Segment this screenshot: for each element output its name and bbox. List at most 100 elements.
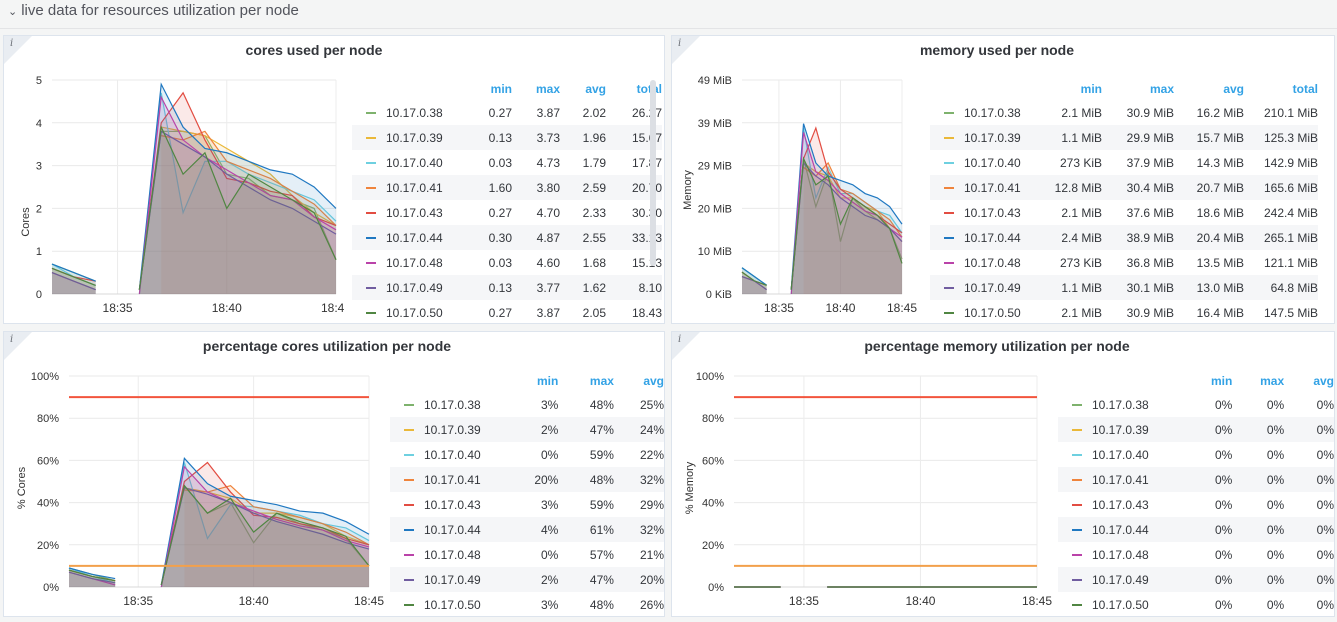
series-swatch[interactable] [1072,554,1082,557]
panel-info-corner[interactable] [672,332,700,360]
series-name[interactable]: 10.17.0.44 [1092,522,1149,537]
legend-row[interactable]: 10.17.0.50 2.1 MiB 30.9 MiB 16.4 MiB 147.5 M… [930,300,1318,325]
legend-row[interactable]: 10.17.0.38 2.1 MiB 30.9 MiB 16.2 MiB 210.1 M… [930,100,1318,125]
series-swatch[interactable] [944,187,954,190]
series-swatch[interactable] [944,262,954,265]
legend-row[interactable]: 10.17.0.38 3% 48% 25% [390,392,664,417]
series-name[interactable]: 10.17.0.39 [1092,422,1149,437]
legend-series-cell[interactable]: 10.17.0.44 [930,225,1040,250]
series-swatch[interactable] [366,312,376,315]
series-name[interactable]: 10.17.0.48 [1092,547,1149,562]
legend-row[interactable]: 10.17.0.49 2% 47% 20% [390,567,664,592]
legend-header-max[interactable]: max [1260,374,1285,388]
legend-row[interactable]: 10.17.0.39 0% 0% 0% [1058,417,1334,442]
series-swatch[interactable] [1072,479,1082,482]
legend-row[interactable]: 10.17.0.44 0% 0% 0% [1058,517,1334,542]
series-name[interactable]: 10.17.0.38 [424,397,481,412]
legend-header-min[interactable]: min [490,82,512,96]
legend-series-cell[interactable]: 10.17.0.49 [930,275,1040,300]
series-swatch[interactable] [1072,454,1082,457]
series-name[interactable]: 10.17.0.40 [386,155,443,170]
series-swatch[interactable] [1072,504,1082,507]
legend-series-cell[interactable]: 10.17.0.49 [352,275,462,300]
legend-series-cell[interactable]: 10.17.0.40 [352,150,462,175]
legend-series-cell[interactable]: 10.17.0.43 [930,200,1040,225]
series-name[interactable]: 10.17.0.48 [424,547,481,562]
info-icon[interactable]: i [678,38,682,49]
legend-row[interactable]: 10.17.0.41 1.60 3.80 2.59 20.70 [352,175,662,200]
info-icon[interactable]: i [10,334,14,345]
series-name[interactable]: 10.17.0.38 [386,105,443,120]
series-name[interactable]: 10.17.0.43 [964,205,1021,220]
legend-header-avg[interactable]: avg [1223,82,1244,96]
series-name[interactable]: 10.17.0.50 [964,305,1021,320]
series-name[interactable]: 10.17.0.43 [386,205,443,220]
legend-series-cell[interactable]: 10.17.0.49 [390,567,497,592]
legend-row[interactable]: 10.17.0.48 0% 57% 21% [390,542,664,567]
series-swatch[interactable] [944,112,954,115]
series-swatch[interactable] [366,137,376,140]
legend-series-cell[interactable]: 10.17.0.41 [390,467,497,492]
series-name[interactable]: 10.17.0.40 [964,155,1021,170]
series-name[interactable]: 10.17.0.41 [386,180,443,195]
legend-row[interactable]: 10.17.0.48 273 KiB 36.8 MiB 13.5 MiB 121.1 M… [930,250,1318,275]
legend-row[interactable]: 10.17.0.50 0.27 3.87 2.05 18.43 [352,300,662,325]
series-name[interactable]: 10.17.0.44 [424,522,481,537]
series-name[interactable]: 10.17.0.50 [1092,597,1149,612]
series-swatch[interactable] [944,237,954,240]
info-icon[interactable]: i [678,334,682,345]
legend-row[interactable]: 10.17.0.49 1.1 MiB 30.1 MiB 13.0 MiB 64.8 Mi… [930,275,1318,300]
legend-row[interactable]: 10.17.0.44 0.30 4.87 2.55 33.13 [352,225,662,250]
legend-series-cell[interactable]: 10.17.0.44 [352,225,462,250]
legend-row[interactable]: 10.17.0.48 0% 0% 0% [1058,542,1334,567]
series-swatch[interactable] [366,237,376,240]
legend-row[interactable]: 10.17.0.39 1.1 MiB 29.9 MiB 15.7 MiB 125.3 M… [930,125,1318,150]
series-swatch[interactable] [404,604,414,607]
series-name[interactable]: 10.17.0.50 [386,305,443,320]
legend-row[interactable]: 10.17.0.44 2.4 MiB 38.9 MiB 20.4 MiB 265.1 M… [930,225,1318,250]
series-swatch[interactable] [944,212,954,215]
series-name[interactable]: 10.17.0.49 [424,572,481,587]
series-name[interactable]: 10.17.0.38 [1092,397,1149,412]
series-name[interactable]: 10.17.0.43 [1092,497,1149,512]
chart-percentage-cores[interactable]: 0% 20% 40% 60% 80% 100% 18:35 18:40 18:45 [24,362,394,622]
legend-series-cell[interactable]: 10.17.0.40 [1058,442,1168,467]
legend-row[interactable]: 10.17.0.43 2.1 MiB 37.6 MiB 18.6 MiB 242.4 M… [930,200,1318,225]
series-name[interactable]: 10.17.0.49 [386,280,443,295]
series-swatch[interactable] [404,504,414,507]
series-swatch[interactable] [404,429,414,432]
legend-row[interactable]: 10.17.0.39 2% 47% 24% [390,417,664,442]
series-name[interactable]: 10.17.0.40 [424,447,481,462]
legend-row[interactable]: 10.17.0.49 0.13 3.77 1.62 8.10 [352,275,662,300]
legend-header-avg[interactable]: avg [643,374,664,388]
legend-series-cell[interactable]: 10.17.0.43 [390,492,496,517]
legend-header-max[interactable]: max [535,82,560,96]
series-swatch[interactable] [366,287,376,290]
series-name[interactable]: 10.17.0.41 [1092,472,1149,487]
legend-header-total[interactable]: total [1292,82,1318,96]
panel-info-corner[interactable] [4,36,32,64]
legend-series-cell[interactable]: 10.17.0.48 [390,542,496,567]
legend-header-min[interactable]: min [537,374,559,388]
chart-cores-used[interactable]: 0 1 2 3 4 5 18:35 18:40 18:45 [24,66,344,326]
legend-row[interactable]: 10.17.0.43 0.27 4.70 2.33 30.30 [352,200,662,225]
legend-row[interactable]: 10.17.0.41 12.8 MiB 30.4 MiB 20.7 MiB 165.6 … [930,175,1318,200]
legend-row[interactable]: 10.17.0.40 0% 59% 22% [390,442,664,467]
legend-series-cell[interactable]: 10.17.0.39 [352,125,462,150]
legend-series-cell[interactable]: 10.17.0.44 [390,517,497,542]
legend-row[interactable]: 10.17.0.40 0% 0% 0% [1058,442,1334,467]
legend-row[interactable]: 10.17.0.41 0% 0% 0% [1058,467,1334,492]
series-name[interactable]: 10.17.0.40 [1092,447,1149,462]
chevron-down-icon[interactable]: ⌄ [8,6,18,18]
legend-series-cell[interactable]: 10.17.0.43 [1058,492,1168,517]
series-swatch[interactable] [1072,429,1082,432]
legend-series-cell[interactable]: 10.17.0.41 [930,175,1040,200]
series-name[interactable]: 10.17.0.38 [964,105,1021,120]
legend-series-cell[interactable]: 10.17.0.43 [352,200,462,225]
legend-series-cell[interactable]: 10.17.0.40 [390,442,496,467]
series-swatch[interactable] [1072,529,1082,532]
legend-scrollbar[interactable] [650,80,656,266]
info-icon[interactable]: i [10,38,14,49]
series-swatch[interactable] [366,162,376,165]
legend-series-cell[interactable]: 10.17.0.44 [1058,517,1168,542]
